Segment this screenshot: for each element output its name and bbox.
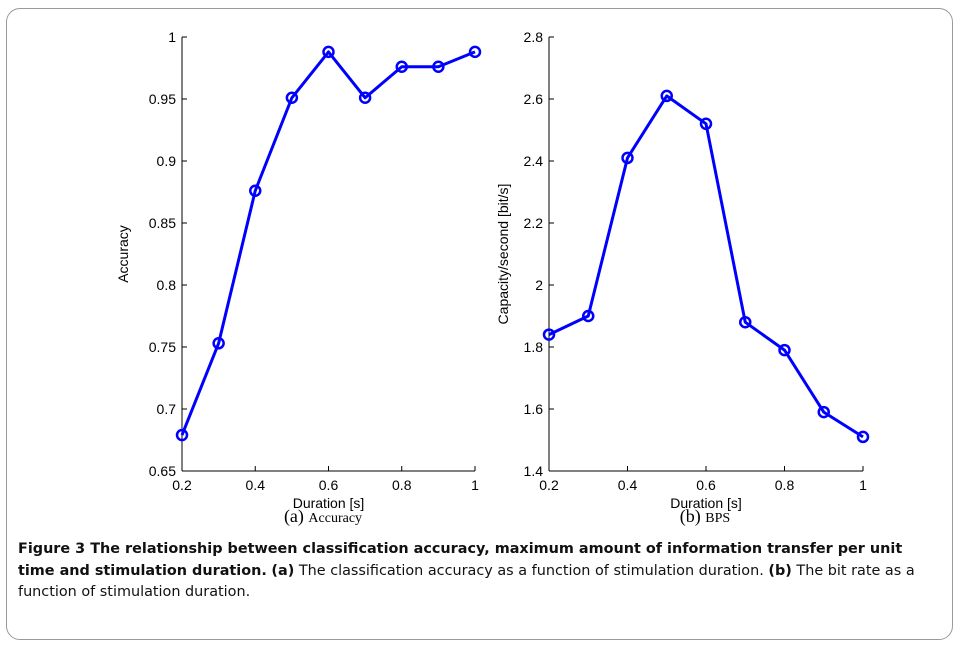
data-point-marker [542,328,556,341]
chart-panel-bps: 1.4 1.6 1.8 2 2.2 2.4 2.6 2.8 0.2 0.4 0.6 0.8 1 Durat… [495,29,870,527]
x-axis-label: Duration [s] [670,495,742,511]
data-point-marker [817,405,830,419]
data-point-marker [249,184,262,198]
panel-caption-label: (a) [284,506,308,527]
figure-frame: 0.65 0.7 0.75 0.8 0.85 0.9 0.95 1 0.2 0.4 0.6 0.8 1 D… [6,8,953,640]
x-tick-label: 0.6 [319,477,339,493]
x-tick-label: 0.2 [172,477,192,493]
panel-caption-label: (b) [680,506,706,527]
data-point-marker [856,430,870,444]
x-tick-label: 0.8 [775,477,795,493]
y-axis-label: Accuracy [115,225,131,283]
data-point-marker [739,315,752,329]
x-tick-label: 0.2 [539,477,559,493]
data-point-marker [699,117,713,131]
y-tick-label: 1 [168,29,176,45]
data-point-marker [432,60,445,74]
caption-part-a-text: The classification accuracy as a functio… [294,562,764,579]
y-tick-label: 1.4 [524,463,544,479]
x-tick-label: 0.4 [246,477,266,493]
y-tick-label: 0.9 [157,153,177,169]
data-point-marker [660,89,673,103]
panel-caption-title: Accuracy [308,511,362,526]
data-point-marker [395,60,408,74]
x-axis-label: Duration [s] [293,495,365,511]
x-tick-label: 1 [471,477,479,493]
y-tick-label: 2.4 [524,153,544,169]
series-line [180,50,476,436]
data-point-marker [322,45,335,59]
data-point-marker [285,91,299,105]
y-tick-label: 0.65 [149,463,176,479]
y-tick-label: 1.8 [524,339,544,355]
y-tick-label: 2.2 [524,215,544,231]
data-point-marker [468,45,482,59]
caption-title: Figure 3 The relationship between classi… [18,541,903,579]
y-tick-label: 0.85 [149,215,176,231]
y-axis-label: Capacity/second [bit/s] [495,184,511,325]
y-tick-label: 0.8 [157,277,177,293]
data-point-marker [212,337,225,350]
x-tick-label: 0.6 [696,477,716,493]
panel-caption-title: BPS [705,511,730,526]
caption-part-b-text: The bit rate as a function of stimulatio… [18,562,915,601]
x-tick-label: 0.4 [618,477,638,493]
panel-caption: (b) BPS [680,506,730,527]
y-tick-label: 0.95 [149,91,176,107]
data-point-marker [175,428,189,442]
figure-svg: 0.65 0.7 0.75 0.8 0.85 0.9 0.95 1 0.2 0.4 0.6 0.8 1 D… [115,29,870,527]
caption-part-b-label: (b) [768,562,792,579]
chart-panel-accuracy: 0.65 0.7 0.75 0.8 0.85 0.9 0.95 1 0.2 0.4 0.6 0.8 1 D… [115,29,482,527]
y-tick-label: 2 [535,277,543,293]
series-line [548,94,864,439]
data-point-marker [582,309,595,323]
data-point-marker [358,91,372,105]
y-tick-label: 0.75 [149,339,176,355]
figure-caption: Figure 3 The relationship between classi… [18,539,943,604]
data-point-marker [778,343,791,357]
y-tick-label: 0.7 [157,401,177,417]
y-tick-label: 2.8 [524,29,544,45]
caption-part-a-label: (a) [271,562,295,579]
panel-caption: (a) Accuracy [284,506,362,527]
y-tick-label: 1.6 [524,401,544,417]
y-tick-label: 2.6 [524,91,544,107]
data-point-marker [621,151,634,165]
x-tick-label: 0.8 [392,477,412,493]
x-tick-label: 1 [859,477,867,493]
